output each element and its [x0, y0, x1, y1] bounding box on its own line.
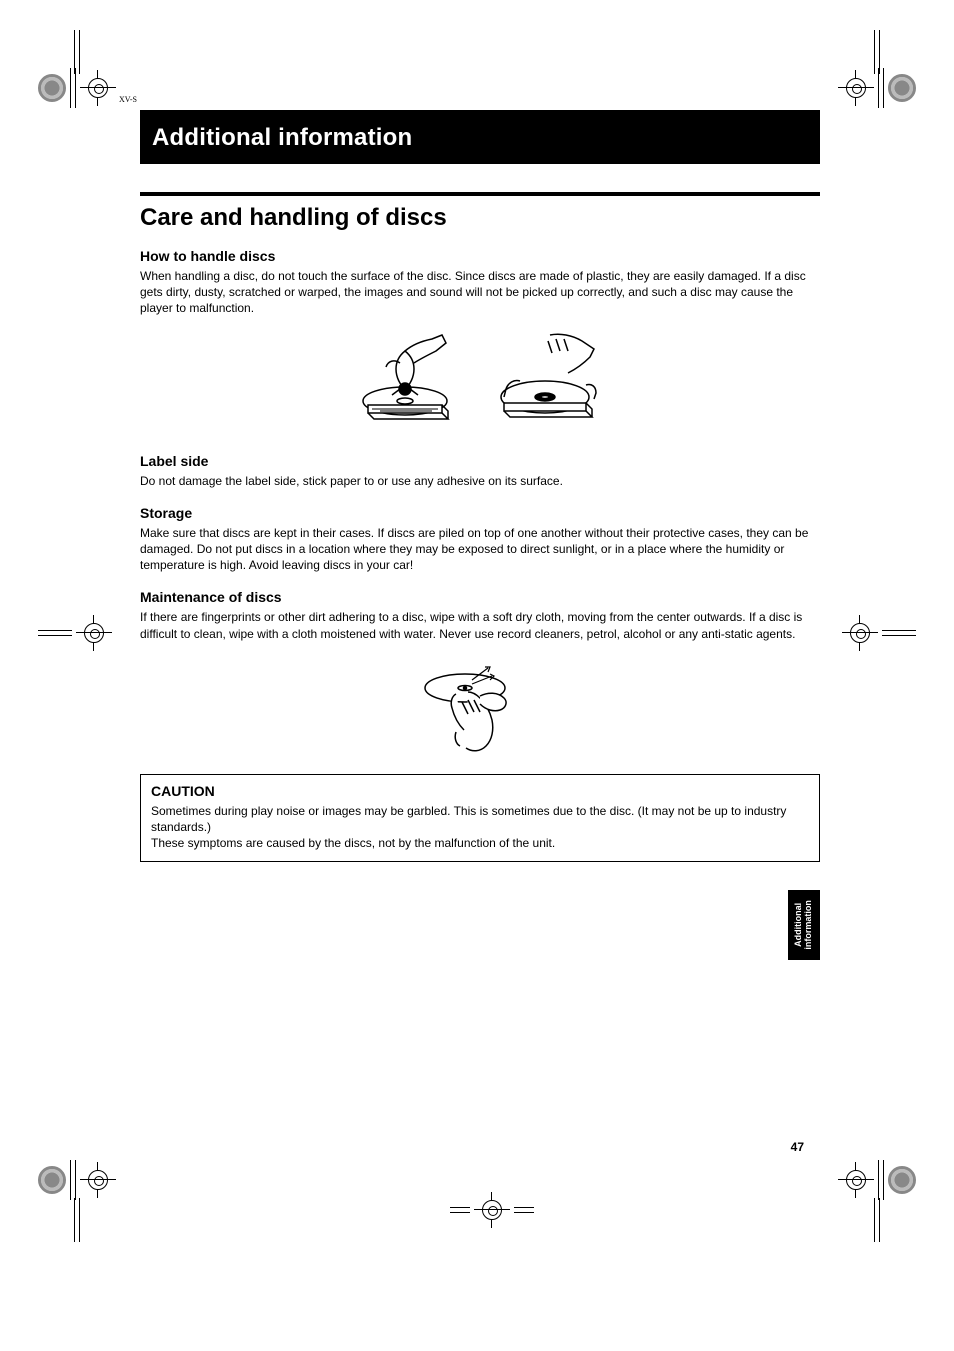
regmark-br-bar	[874, 1198, 880, 1242]
disc-wipe-icon	[410, 658, 550, 758]
wipe-illustration	[140, 658, 820, 758]
label-heading: Label side	[140, 453, 820, 469]
storage-body: Make sure that discs are kept in their c…	[140, 525, 820, 574]
regmark-bl-bar	[74, 1198, 80, 1242]
regmark-bc	[450, 1192, 534, 1228]
regmark-ml	[38, 615, 112, 651]
chapter-title: Additional information	[152, 124, 808, 152]
regmark-tr	[838, 68, 916, 108]
disc-handling-icon	[350, 333, 470, 433]
regmark-bl	[38, 1160, 116, 1200]
subsection-label: Label side Do not damage the label side,…	[140, 453, 820, 489]
disc-edge-hold-icon	[490, 333, 610, 433]
subsection-storage: Storage Make sure that discs are kept in…	[140, 505, 820, 574]
subsection-handle: How to handle discs When handling a disc…	[140, 248, 820, 317]
regmark-mr	[842, 615, 916, 651]
section-rule	[140, 192, 820, 196]
caution-box: CAUTION Sometimes during play noise or i…	[140, 774, 820, 863]
caution-heading: CAUTION	[151, 783, 809, 799]
regmark-tl	[38, 68, 116, 108]
chapter-title-bar: Additional information	[140, 110, 820, 164]
side-tab-line2: information	[803, 900, 813, 950]
caution-line2: These symptoms are caused by the discs, …	[151, 835, 809, 851]
subsection-maintenance: Maintenance of discs If there are finger…	[140, 589, 820, 641]
regmark-tr-bar	[874, 30, 880, 74]
regmark-tl-bar	[74, 30, 80, 74]
maint-heading: Maintenance of discs	[140, 589, 820, 605]
regmark-br	[838, 1160, 916, 1200]
section-title: Care and handling of discs	[140, 204, 820, 232]
side-tab-line1: Additional	[793, 903, 803, 947]
handle-heading: How to handle discs	[140, 248, 820, 264]
page-number: 47	[791, 1140, 804, 1154]
side-tab: Additional information	[788, 890, 820, 960]
maint-body: If there are fingerprints or other dirt …	[140, 609, 820, 641]
handle-illustrations	[140, 333, 820, 433]
storage-heading: Storage	[140, 505, 820, 521]
page-content: Additional information Care and handling…	[140, 110, 820, 862]
doc-ref-label: XV-S	[119, 95, 137, 104]
label-body: Do not damage the label side, stick pape…	[140, 473, 820, 489]
caution-line1: Sometimes during play noise or images ma…	[151, 803, 809, 835]
handle-body: When handling a disc, do not touch the s…	[140, 268, 820, 317]
